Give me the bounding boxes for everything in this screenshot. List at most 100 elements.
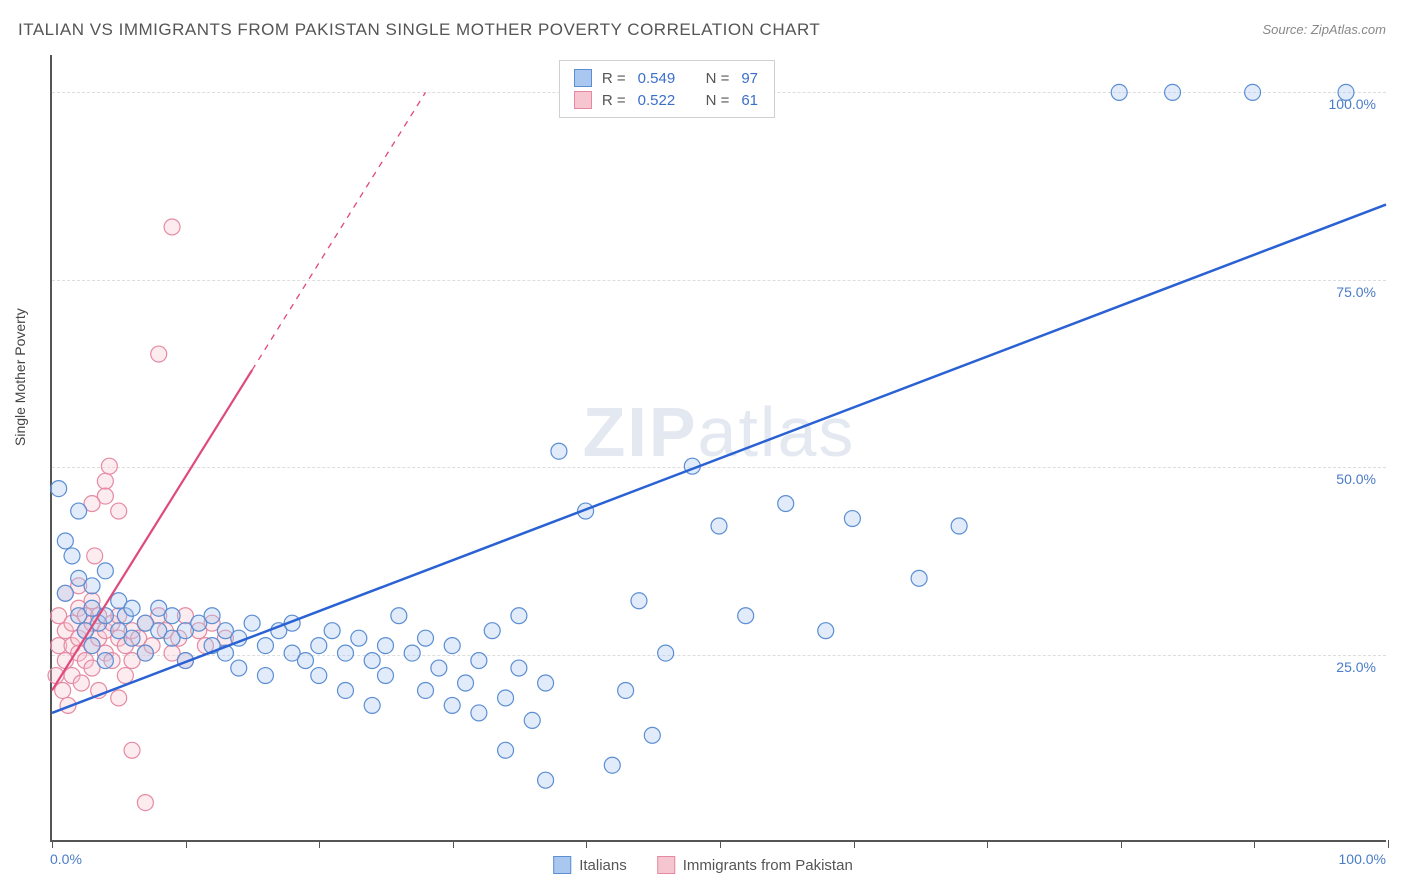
scatter-svg xyxy=(52,55,1386,840)
data-point xyxy=(844,511,860,527)
trend-line xyxy=(52,205,1386,713)
data-point xyxy=(738,608,754,624)
data-point xyxy=(484,623,500,639)
data-point xyxy=(124,630,140,646)
data-point xyxy=(644,727,660,743)
data-point xyxy=(524,712,540,728)
data-point xyxy=(431,660,447,676)
data-point xyxy=(538,675,554,691)
x-tick-label-max: 100.0% xyxy=(1339,851,1386,867)
data-point xyxy=(471,705,487,721)
data-point xyxy=(324,623,340,639)
data-point xyxy=(137,795,153,811)
data-point xyxy=(1245,84,1261,100)
data-point xyxy=(71,503,87,519)
n-value-pakistan: 61 xyxy=(741,92,758,109)
trend-line-dashed xyxy=(252,92,425,370)
legend-item-pakistan: Immigrants from Pakistan xyxy=(657,856,853,874)
data-point xyxy=(337,645,353,661)
data-point xyxy=(471,653,487,669)
data-point xyxy=(711,518,727,534)
data-point xyxy=(257,638,273,654)
data-point xyxy=(818,623,834,639)
data-point xyxy=(364,697,380,713)
data-point xyxy=(311,638,327,654)
data-point xyxy=(164,608,180,624)
data-point xyxy=(101,458,117,474)
data-point xyxy=(378,638,394,654)
data-point xyxy=(1111,84,1127,100)
data-point xyxy=(498,690,514,706)
swatch-pakistan xyxy=(574,91,592,109)
r-value-italians: 0.549 xyxy=(638,70,676,87)
data-point xyxy=(391,608,407,624)
data-point xyxy=(337,682,353,698)
data-point xyxy=(498,742,514,758)
swatch-italians-icon xyxy=(553,856,571,874)
legend-row-pakistan: R = 0.522 N = 61 xyxy=(574,89,760,111)
data-point xyxy=(297,653,313,669)
data-point xyxy=(458,675,474,691)
series-legend: Italians Immigrants from Pakistan xyxy=(553,856,853,874)
data-point xyxy=(84,638,100,654)
data-point xyxy=(444,638,460,654)
data-point xyxy=(1165,84,1181,100)
data-point xyxy=(631,593,647,609)
data-point xyxy=(244,615,260,631)
n-label: N = xyxy=(706,70,730,87)
swatch-italians xyxy=(574,69,592,87)
n-label: N = xyxy=(706,92,730,109)
data-point xyxy=(164,219,180,235)
legend-item-italians: Italians xyxy=(553,856,627,874)
data-point xyxy=(87,548,103,564)
data-point xyxy=(418,682,434,698)
chart-title: ITALIAN VS IMMIGRANTS FROM PAKISTAN SING… xyxy=(18,20,820,40)
data-point xyxy=(951,518,967,534)
x-tick-label-min: 0.0% xyxy=(50,851,82,867)
data-point xyxy=(57,585,73,601)
data-point xyxy=(204,608,220,624)
data-point xyxy=(97,653,113,669)
data-point xyxy=(351,630,367,646)
data-point xyxy=(124,600,140,616)
legend-label-italians: Italians xyxy=(579,857,627,874)
data-point xyxy=(538,772,554,788)
data-point xyxy=(778,496,794,512)
data-point xyxy=(73,675,89,691)
n-value-italians: 97 xyxy=(741,70,758,87)
data-point xyxy=(55,682,71,698)
data-point xyxy=(511,660,527,676)
data-point xyxy=(257,668,273,684)
legend-row-italians: R = 0.549 N = 97 xyxy=(574,67,760,89)
data-point xyxy=(404,645,420,661)
data-point xyxy=(618,682,634,698)
swatch-pakistan-icon xyxy=(657,856,675,874)
source-attribution: Source: ZipAtlas.com xyxy=(1262,22,1386,37)
data-point xyxy=(658,645,674,661)
data-point xyxy=(137,645,153,661)
data-point xyxy=(911,570,927,586)
data-point xyxy=(124,742,140,758)
data-point xyxy=(364,653,380,669)
data-point xyxy=(151,346,167,362)
source-prefix: Source: xyxy=(1262,22,1310,37)
data-point xyxy=(84,578,100,594)
plot-area: ZIPatlas 25.0%50.0%75.0%100.0% R = 0.549… xyxy=(50,55,1386,842)
data-point xyxy=(57,533,73,549)
data-point xyxy=(231,660,247,676)
data-point xyxy=(97,563,113,579)
data-point xyxy=(64,548,80,564)
r-label: R = xyxy=(602,92,626,109)
data-point xyxy=(1338,84,1354,100)
data-point xyxy=(444,697,460,713)
data-point xyxy=(311,668,327,684)
data-point xyxy=(97,473,113,489)
data-point xyxy=(511,608,527,624)
source-link[interactable]: ZipAtlas.com xyxy=(1311,22,1386,37)
data-point xyxy=(418,630,434,646)
correlation-legend: R = 0.549 N = 97 R = 0.522 N = 61 xyxy=(559,60,775,118)
r-label: R = xyxy=(602,70,626,87)
data-point xyxy=(604,757,620,773)
data-point xyxy=(378,668,394,684)
data-point xyxy=(51,481,67,497)
